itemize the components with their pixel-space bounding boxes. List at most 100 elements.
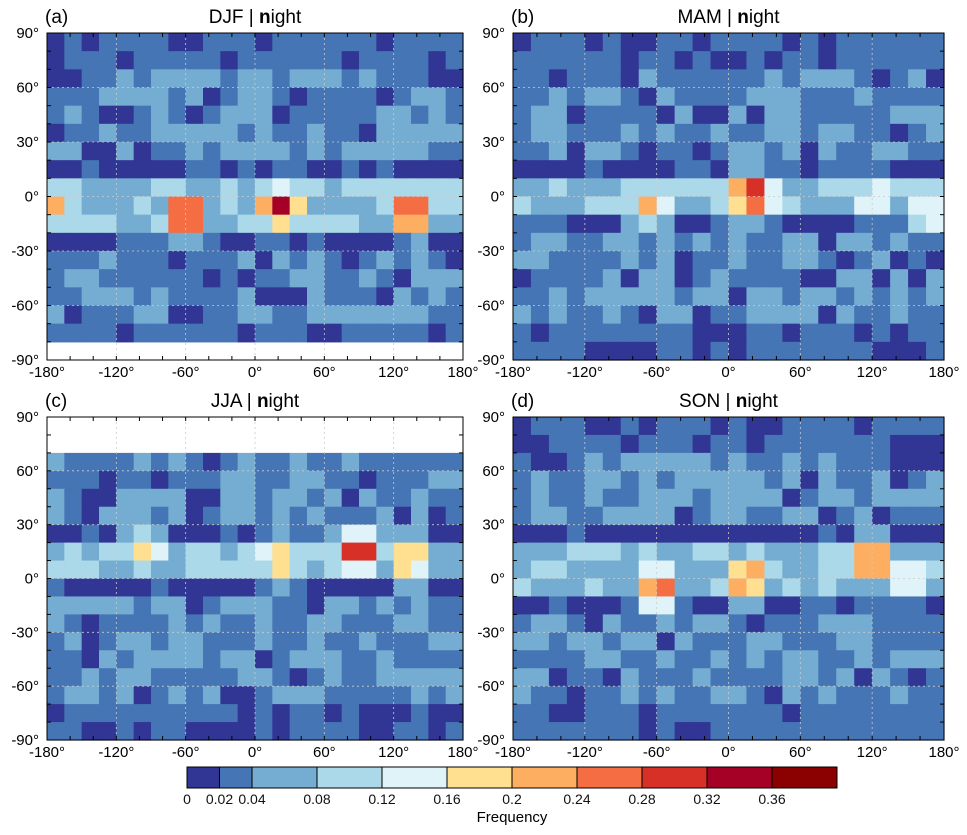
heatmap-cell bbox=[393, 232, 412, 252]
y-tick-label: -90° bbox=[11, 732, 39, 749]
heatmap-cell bbox=[168, 470, 187, 490]
heatmap-cell bbox=[341, 668, 360, 687]
heatmap-cell bbox=[890, 123, 909, 143]
heatmap-cell bbox=[800, 142, 819, 161]
heatmap-cell bbox=[359, 323, 377, 343]
heatmap-cell bbox=[602, 524, 622, 544]
heatmap-cell bbox=[255, 69, 273, 89]
heatmap-cell bbox=[836, 560, 855, 580]
heatmap-cell bbox=[411, 524, 429, 544]
heatmap-cell bbox=[64, 578, 83, 598]
heatmap-cell bbox=[926, 87, 945, 107]
heatmap-cell bbox=[782, 323, 801, 343]
heatmap-cell bbox=[185, 51, 204, 70]
heatmap-cell bbox=[428, 524, 447, 544]
heatmap-cell bbox=[133, 196, 152, 216]
heatmap-cell bbox=[64, 232, 83, 252]
heatmap-cell bbox=[692, 123, 712, 143]
heatmap-cell bbox=[710, 614, 730, 633]
heatmap-cell bbox=[445, 506, 464, 526]
heatmap-cell bbox=[64, 686, 83, 705]
x-tick-label: -60° bbox=[172, 364, 200, 381]
heatmap-cell bbox=[324, 470, 343, 490]
heatmap-cell bbox=[307, 470, 325, 490]
heatmap-cell bbox=[220, 287, 239, 307]
heatmap-cell bbox=[376, 87, 395, 107]
heatmap-cell bbox=[428, 506, 447, 526]
heatmap-cell bbox=[800, 287, 819, 307]
heatmap-cell bbox=[620, 668, 640, 687]
heatmap-cell bbox=[359, 704, 377, 723]
heatmap-cell bbox=[854, 704, 873, 723]
heatmap-cell bbox=[674, 341, 694, 361]
heatmap-cell bbox=[428, 142, 447, 161]
heatmap-cell bbox=[602, 69, 622, 89]
colorbar-tick-label: 0.24 bbox=[563, 791, 591, 807]
heatmap-cell bbox=[602, 269, 622, 288]
heatmap-cell bbox=[428, 632, 447, 651]
heatmap-cell bbox=[341, 123, 360, 143]
heatmap-cell bbox=[854, 452, 873, 472]
heatmap-cell bbox=[782, 232, 801, 252]
heatmap-cell bbox=[324, 251, 343, 270]
colorbar-tick-label: 0.04 bbox=[238, 791, 266, 807]
heatmap-cell bbox=[548, 51, 568, 70]
heatmap-cell bbox=[584, 506, 604, 526]
heatmap-cell bbox=[99, 704, 117, 723]
heatmap-cell bbox=[168, 323, 187, 343]
heatmap-cell bbox=[133, 269, 152, 288]
heatmap-cell bbox=[237, 69, 256, 89]
heatmap-cell bbox=[307, 196, 325, 216]
heatmap-cell bbox=[656, 650, 676, 669]
heatmap-cell bbox=[728, 488, 748, 508]
heatmap-cell bbox=[324, 214, 343, 234]
heatmap-cell bbox=[710, 341, 730, 361]
heatmap-cell bbox=[133, 123, 152, 143]
heatmap-cell bbox=[872, 578, 891, 598]
heatmap-cell bbox=[926, 123, 945, 143]
heatmap-cell bbox=[872, 470, 891, 490]
heatmap-cell bbox=[272, 142, 291, 161]
heatmap-cell bbox=[584, 704, 604, 723]
heatmap-cell bbox=[854, 578, 873, 598]
heatmap-cell bbox=[908, 51, 927, 70]
heatmap-cell bbox=[764, 542, 783, 562]
heatmap-cell bbox=[341, 69, 360, 89]
y-tick-label: 90° bbox=[16, 25, 39, 42]
heatmap-cell bbox=[428, 87, 447, 107]
heatmap-cell bbox=[656, 434, 676, 454]
heatmap-cell bbox=[854, 524, 873, 544]
heatmap-cell bbox=[64, 650, 83, 669]
heatmap-cell bbox=[548, 142, 568, 161]
heatmap-cell bbox=[168, 704, 187, 723]
heatmap-cell bbox=[237, 488, 256, 508]
heatmap-cell bbox=[548, 650, 568, 669]
heatmap-cell bbox=[47, 524, 65, 544]
heatmap-cell bbox=[764, 51, 783, 70]
heatmap-cell bbox=[836, 33, 855, 52]
heatmap-cell bbox=[656, 214, 676, 234]
heatmap-cell bbox=[99, 196, 117, 216]
heatmap-cell bbox=[818, 668, 837, 687]
colorbar-segment bbox=[381, 766, 448, 789]
heatmap-cell bbox=[359, 160, 377, 179]
heatmap-cell bbox=[764, 470, 783, 490]
heatmap-cell bbox=[99, 542, 117, 562]
heatmap-cell bbox=[99, 470, 117, 490]
colorbar-segment bbox=[251, 766, 318, 789]
heatmap-cell bbox=[926, 614, 945, 633]
heatmap-cell bbox=[411, 142, 429, 161]
heatmap-cell bbox=[872, 287, 891, 307]
heatmap-cell bbox=[548, 704, 568, 723]
heatmap-cell bbox=[99, 668, 117, 687]
heatmap-cell bbox=[728, 614, 748, 633]
heatmap-cell bbox=[81, 506, 100, 526]
heatmap-cell bbox=[674, 614, 694, 633]
heatmap-cell bbox=[116, 69, 135, 89]
y-tick-label: -90° bbox=[477, 352, 505, 369]
heatmap-cell bbox=[908, 214, 927, 234]
heatmap-cell bbox=[710, 650, 730, 669]
heatmap-cell bbox=[133, 214, 152, 234]
heatmap-cell bbox=[237, 287, 256, 307]
heatmap-cell bbox=[602, 214, 622, 234]
